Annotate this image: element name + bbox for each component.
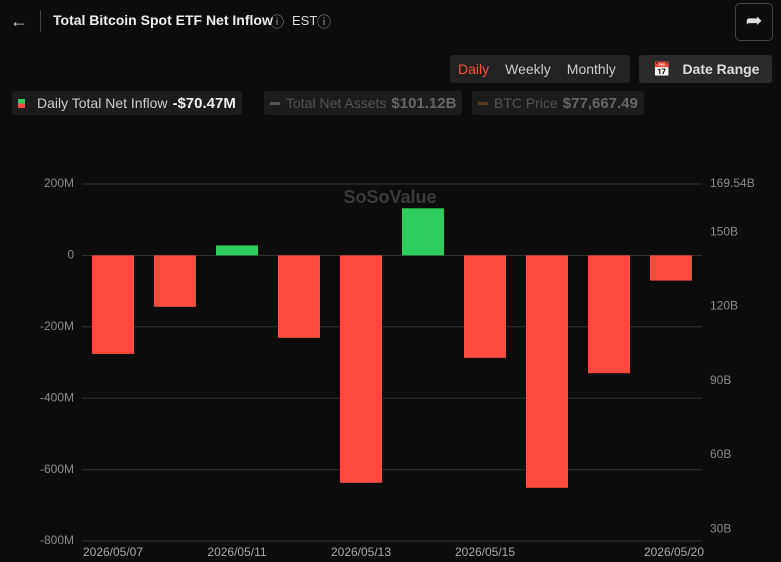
bar [526, 255, 568, 488]
legend-value: $101.12B [391, 94, 457, 112]
legend-value: $77,667.49 [562, 94, 638, 112]
y-tick-label: -600M [40, 462, 74, 476]
y2-tick-label: 90B [710, 373, 731, 387]
x-tick-label: 2026/05/11 [207, 545, 266, 559]
tab-group: Daily Weekly Monthly [450, 55, 630, 83]
calendar-icon: 📅 [653, 60, 671, 77]
info-icon[interactable]: ⓘ [317, 14, 331, 30]
legend-item[interactable]: Daily Total Net Inflow -$70.47M [12, 91, 242, 115]
share-button[interactable]: ➦ [735, 3, 773, 41]
y2-tick-label: 120B [710, 299, 738, 313]
x-tick-label: 2026/05/07 [83, 545, 143, 559]
date-range-button[interactable]: 📅 Date Range [639, 55, 772, 83]
back-button[interactable]: ← [10, 11, 28, 31]
legend-swatch [270, 101, 280, 105]
y2-tick-label: 30B [710, 521, 731, 535]
y2-tick-label: 150B [710, 225, 738, 239]
legend-item[interactable]: BTC Price $77,667.49 [472, 91, 644, 115]
divider [40, 10, 41, 32]
legend-item[interactable]: Total Net Assets $101.12B [264, 91, 463, 115]
x-tick-label: 2026/05/20 [644, 545, 704, 559]
y2-tick-label: 169.54B [710, 176, 755, 190]
y2-tick-label: 60B [710, 447, 731, 461]
legend-swatch [18, 98, 25, 108]
y-tick-label: -800M [40, 533, 74, 547]
tab[interactable]: Monthly [566, 61, 616, 77]
x-tick-label: 2026/05/15 [455, 545, 515, 559]
legend-label: Daily Total Net Inflow [37, 95, 168, 111]
bar [340, 255, 382, 483]
bar [216, 245, 258, 256]
tab[interactable]: Weekly [505, 61, 551, 77]
tab[interactable]: Daily [458, 61, 490, 77]
legend-value: -$70.47M [172, 94, 236, 112]
bar [278, 255, 320, 338]
page-title: Total Bitcoin Spot ETF Net Inflow [53, 12, 273, 28]
date-range-label: Date Range [682, 61, 760, 77]
bar [464, 255, 506, 358]
legend-label: Total Net Assets [286, 95, 387, 111]
y-tick-label: -400M [40, 390, 74, 404]
legend-label: BTC Price [494, 95, 558, 111]
bar [650, 255, 692, 281]
bar [92, 255, 134, 354]
legend-swatch [478, 101, 488, 105]
bar [154, 255, 196, 307]
timezone: EST [292, 13, 318, 28]
watermark: SoSoValue [343, 187, 436, 207]
info-icon[interactable]: ⓘ [270, 14, 284, 30]
y-tick-label: -200M [40, 319, 74, 333]
bar [588, 255, 630, 374]
bar [402, 208, 444, 256]
x-tick-label: 2026/05/13 [331, 545, 391, 559]
y-tick-label: 0 [67, 248, 74, 262]
y-tick-label: 200M [44, 176, 74, 190]
